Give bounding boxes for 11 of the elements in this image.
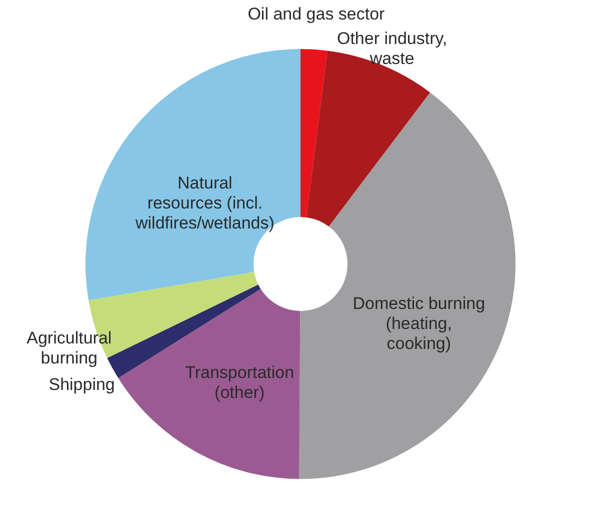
- slice-label: Domestic burning (heating, cooking): [352, 294, 486, 354]
- donut-slice: [86, 49, 300, 300]
- donut-slice: [300, 49, 328, 218]
- slice-label: Transportation (other): [185, 363, 294, 402]
- slice-label: Other industry, waste: [336, 28, 448, 68]
- donut-slice: [306, 50, 430, 227]
- slice-label: Natural resources (incl. wildfires/wetlands): [134, 173, 274, 232]
- donut-slice: [118, 288, 300, 479]
- slice-label: Shipping: [48, 375, 115, 394]
- donut-slice: [299, 92, 516, 479]
- slice-label: Oil and gas sector: [248, 4, 386, 24]
